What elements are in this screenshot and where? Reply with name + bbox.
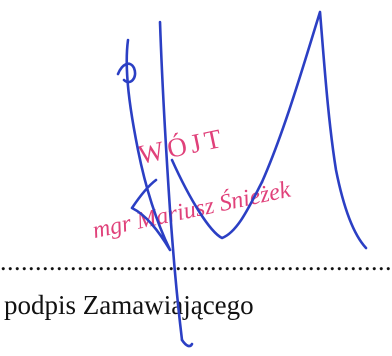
signature-stroke-6 bbox=[180, 338, 194, 348]
stamp-title: WÓJT bbox=[135, 122, 228, 171]
signature-stroke-5 bbox=[116, 62, 137, 84]
stamp-name: mgr Mariusz Śnieżek bbox=[90, 176, 293, 245]
signature-dotted-line: ........................................… bbox=[0, 247, 392, 276]
signature-stroke-4 bbox=[260, 10, 368, 250]
signature-caption: podpis Zamawiającego bbox=[4, 290, 254, 320]
